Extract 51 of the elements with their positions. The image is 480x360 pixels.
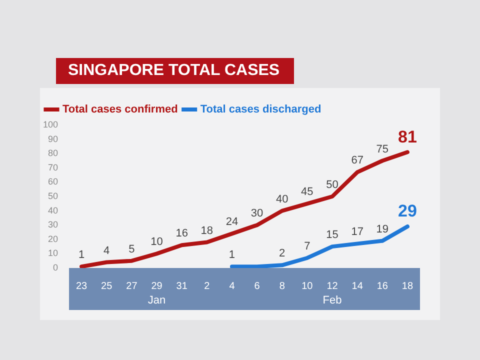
data-label: 40 <box>276 193 288 206</box>
y-tick-label: 0 <box>53 262 58 272</box>
y-tick-label: 80 <box>48 148 58 158</box>
y-tick-label: 30 <box>48 220 58 230</box>
y-tick-label: 10 <box>48 248 58 258</box>
x-tick-label: 18 <box>402 280 414 292</box>
legend-label: Total cases discharged <box>200 104 322 116</box>
x-tick-label: 14 <box>352 280 364 292</box>
x-tick-label: 2 <box>204 280 210 292</box>
x-tick-label: 10 <box>302 280 314 292</box>
data-label: 50 <box>326 179 338 192</box>
data-label: 5 <box>128 243 135 256</box>
x-tick-label: 31 <box>176 280 188 292</box>
x-tick-label: 6 <box>254 280 260 292</box>
data-label: 18 <box>200 224 214 237</box>
data-label: 29 <box>398 202 417 221</box>
text: Feb <box>322 294 342 307</box>
data-label: 17 <box>351 226 364 238</box>
data-label: 1 <box>78 249 85 262</box>
data-label: 75 <box>376 143 389 156</box>
y-tick-label: 90 <box>48 134 58 144</box>
x-tick-label: 23 <box>76 280 88 292</box>
data-label: 16 <box>176 228 188 240</box>
data-label: 7 <box>304 240 310 253</box>
data-label: 15 <box>326 229 338 242</box>
x-tick-label: 12 <box>326 280 338 292</box>
data-label: 4 <box>104 244 110 257</box>
y-tick-label: 70 <box>48 162 58 172</box>
y-tick-label: 20 <box>48 234 58 244</box>
x-tick-label: 16 <box>376 280 388 292</box>
data-label: 67 <box>351 154 364 167</box>
data-label: 81 <box>398 127 417 146</box>
legend-label: Total cases confirmed <box>62 104 178 116</box>
y-tick-label: 50 <box>48 190 58 201</box>
x-tick-label: 4 <box>229 280 236 292</box>
data-label: 19 <box>376 223 389 236</box>
text: Jan <box>148 294 166 307</box>
data-label: 30 <box>250 208 264 220</box>
data-label: 45 <box>301 186 314 198</box>
data-label: 1 <box>228 249 236 262</box>
x-tick-label: 27 <box>126 280 138 292</box>
chart-title: SINGAPORE TOTAL CASES <box>56 58 294 84</box>
data-label: 24 <box>226 216 238 228</box>
y-tick-label: 60 <box>48 176 58 187</box>
x-tick-label: 29 <box>151 280 163 292</box>
y-tick-label: 100 <box>42 119 58 130</box>
data-label: 2 <box>279 248 286 260</box>
data-label: 10 <box>150 236 163 248</box>
x-tick-label: 8 <box>279 280 286 292</box>
x-tick-label: 25 <box>101 280 113 292</box>
y-tick-label: 40 <box>48 205 58 216</box>
